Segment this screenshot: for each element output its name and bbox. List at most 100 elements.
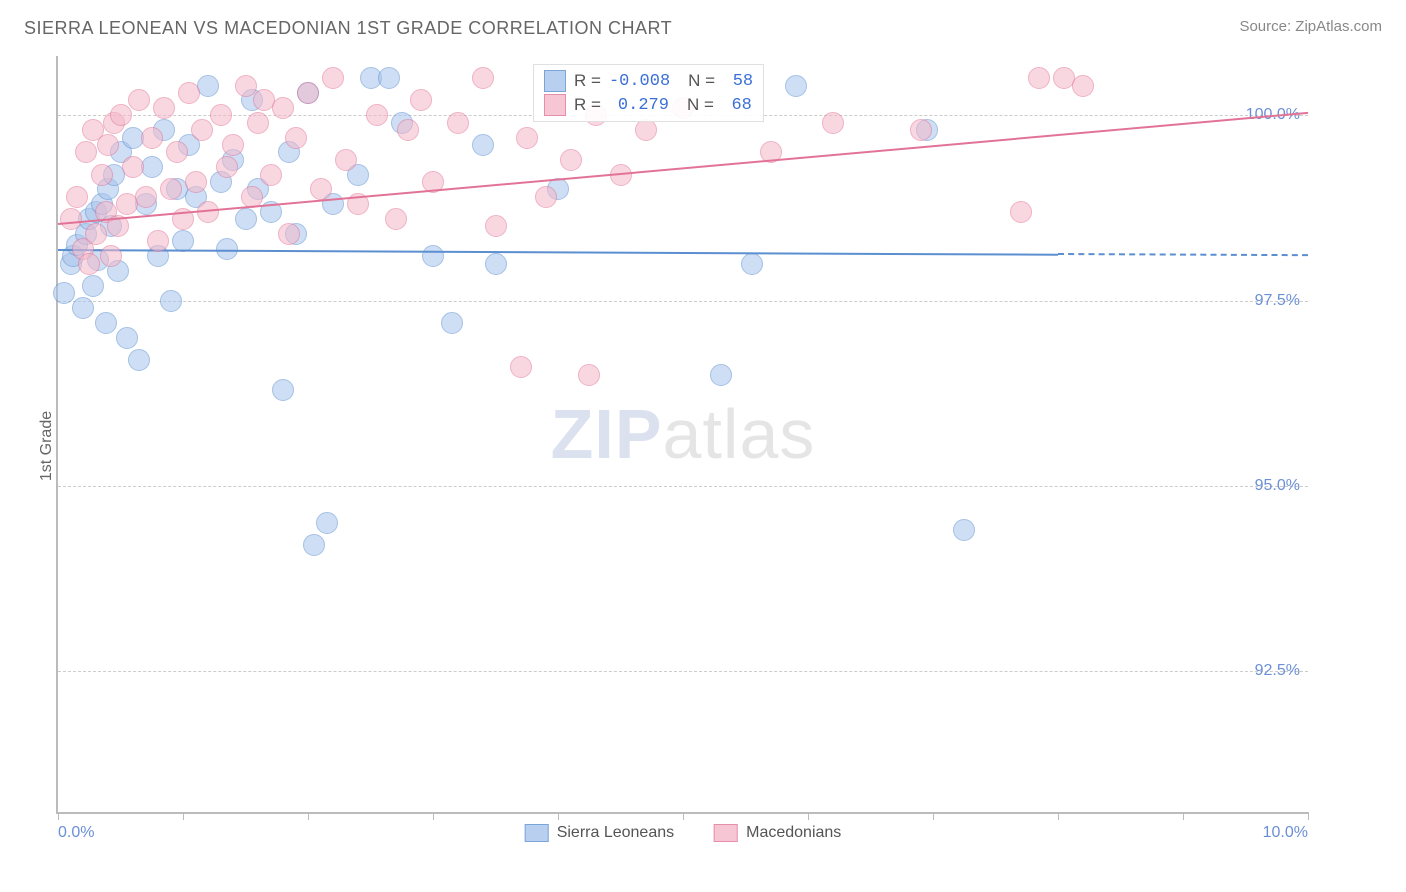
y-tick-label: 95.0% bbox=[1255, 477, 1300, 495]
watermark: ZIPatlas bbox=[551, 394, 816, 474]
trend-line-dash bbox=[1058, 253, 1308, 256]
scatter-point bbox=[1010, 201, 1032, 223]
x-tick bbox=[1058, 812, 1059, 820]
scatter-point bbox=[247, 112, 269, 134]
scatter-point bbox=[516, 127, 538, 149]
scatter-point bbox=[72, 297, 94, 319]
scatter-point bbox=[1028, 67, 1050, 89]
trend-line bbox=[58, 249, 1058, 256]
scatter-point bbox=[197, 75, 219, 97]
scatter-point bbox=[222, 134, 244, 156]
scatter-point bbox=[447, 112, 469, 134]
watermark-zip: ZIP bbox=[551, 395, 663, 473]
scatter-point bbox=[322, 67, 344, 89]
scatter-point bbox=[272, 97, 294, 119]
x-tick bbox=[683, 812, 684, 820]
scatter-point bbox=[397, 119, 419, 141]
scatter-point bbox=[122, 156, 144, 178]
scatter-point bbox=[97, 134, 119, 156]
legend-swatch bbox=[714, 824, 738, 842]
scatter-point bbox=[535, 186, 557, 208]
correlation-row: R =-0.008N =58 bbox=[544, 69, 753, 93]
scatter-point bbox=[485, 215, 507, 237]
scatter-point bbox=[310, 178, 332, 200]
scatter-point bbox=[335, 149, 357, 171]
scatter-point bbox=[53, 282, 75, 304]
scatter-point bbox=[953, 519, 975, 541]
scatter-point bbox=[141, 127, 163, 149]
chart-title: SIERRA LEONEAN VS MACEDONIAN 1ST GRADE C… bbox=[24, 18, 672, 39]
scatter-point bbox=[78, 253, 100, 275]
source-label: Source: ZipAtlas.com bbox=[1239, 18, 1382, 35]
x-tick bbox=[808, 812, 809, 820]
x-tick-label: 10.0% bbox=[1263, 824, 1308, 842]
scatter-point bbox=[560, 149, 582, 171]
legend: Sierra Leoneans Macedonians bbox=[525, 824, 842, 842]
x-tick bbox=[183, 812, 184, 820]
scatter-point bbox=[210, 104, 232, 126]
y-tick-label: 97.5% bbox=[1255, 292, 1300, 310]
scatter-point bbox=[710, 364, 732, 386]
scatter-point bbox=[910, 119, 932, 141]
scatter-point bbox=[216, 238, 238, 260]
scatter-point bbox=[75, 141, 97, 163]
scatter-point bbox=[385, 208, 407, 230]
x-tick bbox=[1183, 812, 1184, 820]
gridline bbox=[58, 486, 1308, 487]
scatter-point bbox=[472, 134, 494, 156]
scatter-point bbox=[510, 356, 532, 378]
scatter-point bbox=[260, 164, 282, 186]
scatter-point bbox=[485, 253, 507, 275]
legend-label: Sierra Leoneans bbox=[557, 824, 674, 842]
x-tick bbox=[558, 812, 559, 820]
scatter-point bbox=[441, 312, 463, 334]
scatter-point bbox=[472, 67, 494, 89]
scatter-point bbox=[822, 112, 844, 134]
scatter-point bbox=[578, 364, 600, 386]
scatter-point bbox=[91, 164, 113, 186]
scatter-point bbox=[185, 171, 207, 193]
scatter-point bbox=[128, 89, 150, 111]
scatter-point bbox=[147, 230, 169, 252]
scatter-point bbox=[60, 208, 82, 230]
scatter-point bbox=[285, 127, 307, 149]
plot-area: ZIPatlas 92.5%95.0%97.5%100.0%0.0%10.0%R… bbox=[56, 56, 1308, 814]
scatter-point bbox=[110, 104, 132, 126]
scatter-point bbox=[410, 89, 432, 111]
scatter-point bbox=[160, 178, 182, 200]
scatter-point bbox=[141, 156, 163, 178]
correlation-box: R =-0.008N =58R =0.279N =68 bbox=[533, 64, 764, 122]
x-tick bbox=[58, 812, 59, 820]
scatter-point bbox=[100, 245, 122, 267]
scatter-point bbox=[166, 141, 188, 163]
scatter-point bbox=[135, 186, 157, 208]
scatter-point bbox=[378, 67, 400, 89]
legend-item: Macedonians bbox=[714, 824, 841, 842]
scatter-point bbox=[635, 119, 657, 141]
scatter-point bbox=[235, 75, 257, 97]
trend-line bbox=[58, 112, 1308, 225]
scatter-point bbox=[82, 275, 104, 297]
series-swatch bbox=[544, 70, 566, 92]
scatter-point bbox=[95, 312, 117, 334]
watermark-atlas: atlas bbox=[663, 395, 816, 473]
scatter-point bbox=[66, 186, 88, 208]
legend-item: Sierra Leoneans bbox=[525, 824, 674, 842]
y-axis-label: 1st Grade bbox=[38, 411, 56, 481]
scatter-point bbox=[1072, 75, 1094, 97]
correlation-row: R =0.279N =68 bbox=[544, 93, 753, 117]
scatter-point bbox=[316, 512, 338, 534]
series-swatch bbox=[544, 94, 566, 116]
scatter-point bbox=[278, 223, 300, 245]
scatter-point bbox=[741, 253, 763, 275]
scatter-point bbox=[303, 534, 325, 556]
scatter-point bbox=[128, 349, 150, 371]
scatter-point bbox=[785, 75, 807, 97]
scatter-point bbox=[153, 97, 175, 119]
scatter-point bbox=[297, 82, 319, 104]
x-tick bbox=[308, 812, 309, 820]
scatter-point bbox=[85, 223, 107, 245]
scatter-point bbox=[160, 290, 182, 312]
x-tick bbox=[433, 812, 434, 820]
y-tick-label: 92.5% bbox=[1255, 662, 1300, 680]
